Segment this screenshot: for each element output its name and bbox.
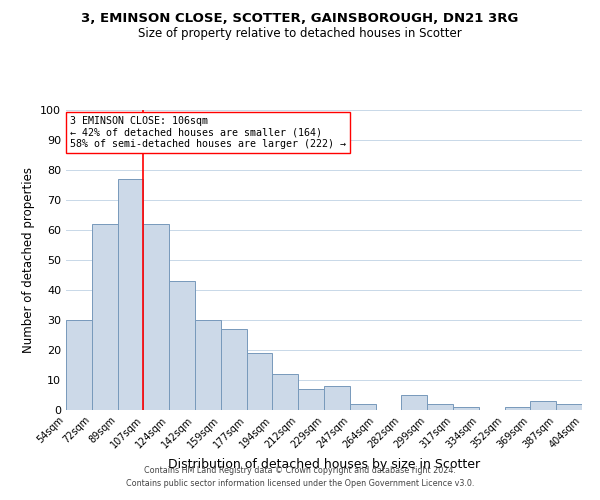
Bar	[169, 281, 195, 410]
Bar	[247, 353, 272, 410]
Bar	[66, 320, 92, 410]
Bar	[530, 401, 556, 410]
Y-axis label: Number of detached properties: Number of detached properties	[22, 167, 35, 353]
Bar	[195, 320, 221, 410]
Text: 3, EMINSON CLOSE, SCOTTER, GAINSBOROUGH, DN21 3RG: 3, EMINSON CLOSE, SCOTTER, GAINSBOROUGH,…	[82, 12, 518, 26]
Bar	[505, 407, 530, 410]
Bar	[401, 395, 427, 410]
Bar	[221, 329, 247, 410]
Bar	[350, 404, 376, 410]
Bar	[324, 386, 350, 410]
Bar	[427, 404, 453, 410]
Text: 3 EMINSON CLOSE: 106sqm
← 42% of detached houses are smaller (164)
58% of semi-d: 3 EMINSON CLOSE: 106sqm ← 42% of detache…	[70, 116, 346, 149]
Bar	[272, 374, 298, 410]
Text: Contains HM Land Registry data © Crown copyright and database right 2024.
Contai: Contains HM Land Registry data © Crown c…	[126, 466, 474, 487]
Bar	[298, 389, 324, 410]
X-axis label: Distribution of detached houses by size in Scotter: Distribution of detached houses by size …	[168, 458, 480, 471]
Bar	[118, 179, 143, 410]
Bar	[143, 224, 169, 410]
Bar	[453, 407, 479, 410]
Bar	[92, 224, 118, 410]
Text: Size of property relative to detached houses in Scotter: Size of property relative to detached ho…	[138, 28, 462, 40]
Bar	[556, 404, 582, 410]
